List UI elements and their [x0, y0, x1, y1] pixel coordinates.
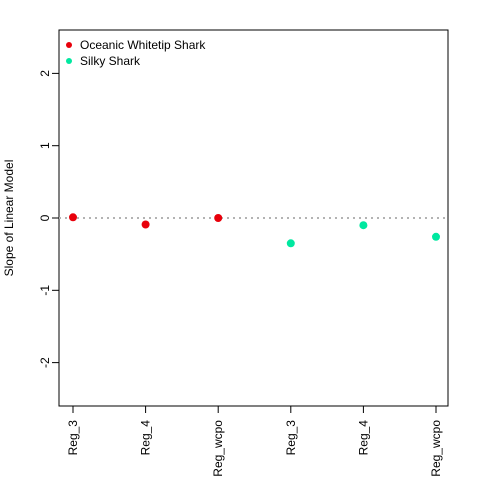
- y-tick-label: 1: [38, 142, 52, 149]
- legend-label: Silky Shark: [80, 54, 141, 68]
- y-axis: -2 -1 0 1 2: [38, 70, 59, 368]
- data-point: [359, 221, 368, 230]
- x-axis: Reg_3 Reg_4 Reg_wcpo Reg_3 Reg_4 Reg_wcpo: [66, 406, 443, 477]
- x-tick-label: Reg_4: [139, 420, 153, 456]
- x-tick-label: Reg_3: [284, 420, 298, 456]
- x-tick-label: Reg_wcpo: [211, 420, 225, 477]
- legend-marker: [66, 58, 72, 64]
- y-tick-label: -2: [38, 357, 52, 368]
- legend-label: Oceanic Whitetip Shark: [80, 38, 206, 52]
- data-point: [141, 220, 150, 229]
- y-axis-title: Slope of Linear Model: [2, 160, 16, 277]
- x-tick-label: Reg_4: [356, 420, 370, 456]
- x-tick-label: Reg_wcpo: [429, 420, 443, 477]
- data-point: [69, 213, 77, 222]
- y-tick-label: 2: [38, 70, 52, 77]
- data-point: [286, 239, 295, 248]
- y-tick-label: 0: [38, 214, 52, 221]
- x-tick-label: Reg_3: [66, 420, 80, 456]
- data-point: [432, 232, 440, 241]
- legend-marker: [66, 42, 72, 48]
- data-points: [69, 213, 440, 248]
- y-tick-label: -1: [38, 285, 52, 296]
- data-point: [214, 214, 223, 222]
- legend: Oceanic Whitetip Shark Silky Shark: [66, 38, 206, 68]
